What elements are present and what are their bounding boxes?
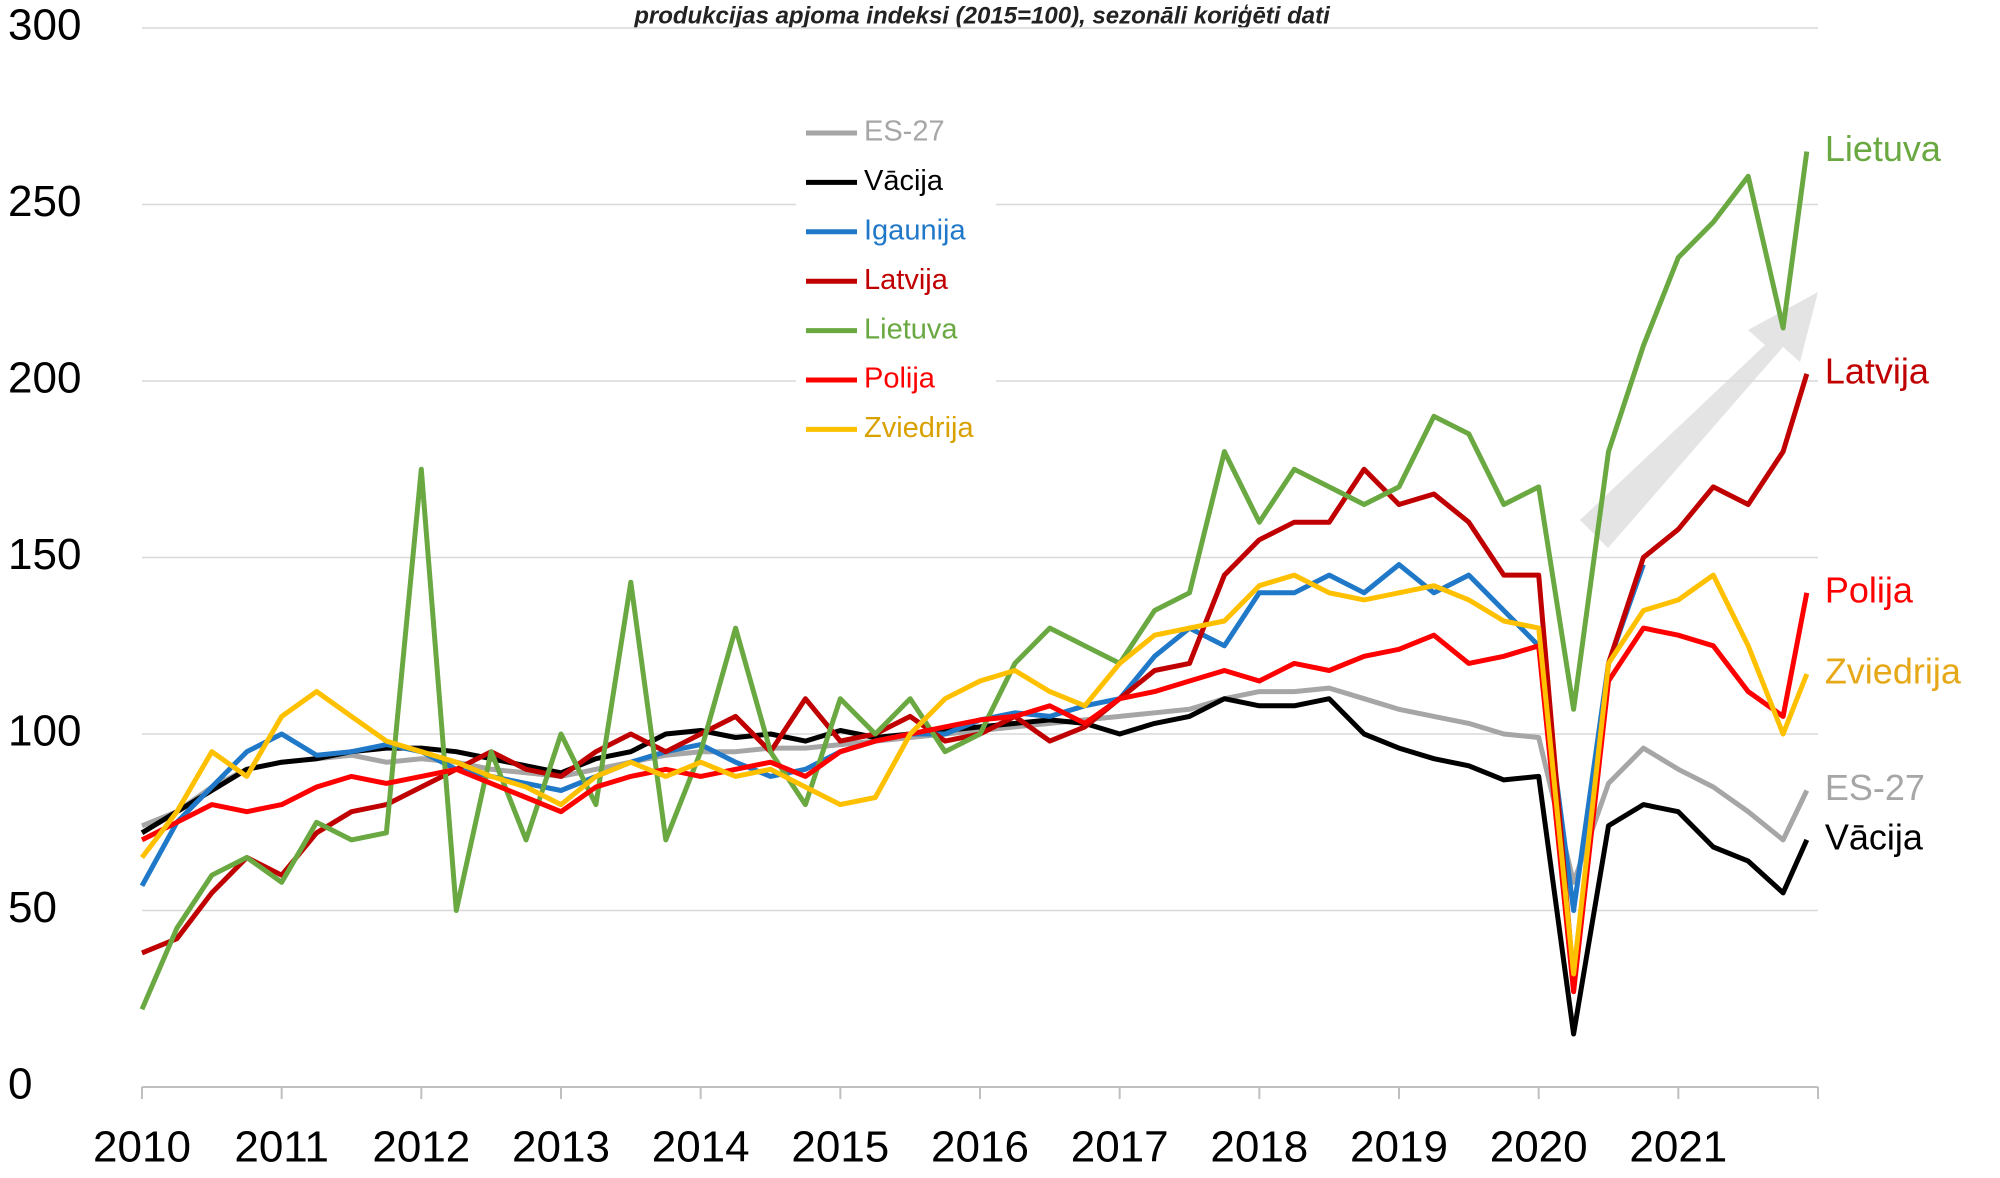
- x-tick-label: 2017: [1071, 1123, 1169, 1172]
- y-tick-label: 250: [8, 177, 81, 226]
- x-tick-label: 2018: [1210, 1123, 1308, 1172]
- legend-label: Igaunija: [864, 214, 966, 246]
- x-tick-label: 2021: [1629, 1123, 1727, 1172]
- legend-label: Vācija: [864, 165, 944, 197]
- y-tick-label: 100: [8, 707, 81, 756]
- trend-arrow: [1580, 292, 1818, 548]
- end-label: Polija: [1825, 569, 1914, 610]
- end-label: Zviedrija: [1825, 651, 1962, 692]
- series-line: [140, 572, 1810, 977]
- end-label: ES-27: [1825, 767, 1925, 808]
- y-tick-label: 0: [8, 1060, 32, 1109]
- x-tick-label: 2016: [931, 1123, 1029, 1172]
- end-label: Latvija: [1825, 350, 1930, 391]
- x-tick-label: 2014: [652, 1123, 750, 1172]
- legend-label: ES-27: [864, 116, 945, 148]
- y-tick-label: 150: [8, 530, 81, 579]
- legend-label: Lietuva: [864, 313, 958, 345]
- x-tick-label: 2012: [372, 1123, 470, 1172]
- series-line: [141, 373, 1810, 984]
- legend-label: Latvija: [864, 264, 949, 296]
- legend: ES-27 Vācija Igaunija Latvija Lietuva Polija Z…: [796, 108, 996, 453]
- x-tick-label: 2019: [1350, 1123, 1448, 1172]
- series-line: [140, 696, 1810, 1037]
- end-label: Lietuva: [1825, 128, 1942, 169]
- x-tick-label: 2013: [512, 1123, 610, 1172]
- series-line: [139, 151, 1810, 1011]
- legend-label: Zviedrija: [864, 412, 974, 444]
- x-tick-label: 2010: [93, 1123, 191, 1172]
- y-tick-label: 50: [8, 883, 57, 932]
- y-tick-label: 200: [8, 354, 81, 403]
- x-tick-label: 2020: [1490, 1123, 1588, 1172]
- x-tick-label: 2015: [791, 1123, 889, 1172]
- chart-title: produkcijas apjoma indeksi (2015=100), s…: [633, 2, 1331, 29]
- end-label: Vācija: [1825, 816, 1924, 857]
- legend-label: Polija: [864, 363, 936, 395]
- x-tick-label: 2011: [234, 1123, 329, 1172]
- y-tick-label: 300: [8, 1, 81, 50]
